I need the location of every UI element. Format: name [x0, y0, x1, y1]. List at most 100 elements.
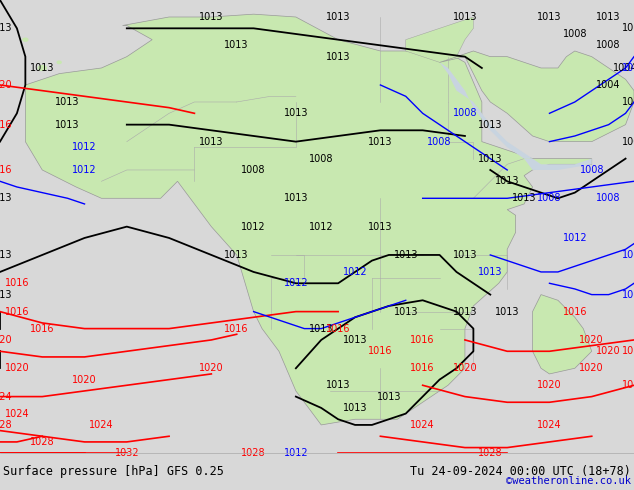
Text: 1013: 1013: [0, 250, 12, 260]
Text: 1008: 1008: [597, 193, 621, 203]
Text: Tu 24-09-2024 00:00 UTC (18+78): Tu 24-09-2024 00:00 UTC (18+78): [410, 465, 631, 478]
Text: 1013: 1013: [0, 24, 12, 33]
Text: 1013: 1013: [495, 307, 519, 317]
Text: 1004: 1004: [597, 80, 621, 90]
Text: 1008: 1008: [242, 165, 266, 175]
Text: 1013: 1013: [453, 307, 477, 317]
Text: 1024: 1024: [537, 420, 562, 430]
Text: 1024: 1024: [4, 409, 29, 418]
Text: 1020: 1020: [4, 363, 29, 373]
Text: 1016: 1016: [30, 323, 55, 334]
Text: 1008: 1008: [597, 40, 621, 50]
Text: 1020: 1020: [579, 335, 604, 345]
Text: 1016: 1016: [410, 363, 435, 373]
Polygon shape: [533, 294, 592, 374]
Text: 1013: 1013: [622, 24, 634, 33]
Text: 1013: 1013: [453, 12, 477, 22]
Text: 1013: 1013: [394, 307, 418, 317]
Text: 1013: 1013: [0, 290, 12, 299]
Text: 1004: 1004: [613, 63, 634, 73]
Text: 1016: 1016: [368, 346, 392, 356]
Text: 1020: 1020: [199, 363, 224, 373]
Polygon shape: [524, 159, 592, 170]
Text: 1013: 1013: [283, 108, 308, 118]
Text: 1020: 1020: [0, 80, 12, 90]
Text: 1012: 1012: [309, 221, 333, 232]
Text: 1028: 1028: [0, 420, 12, 430]
Text: 1020: 1020: [537, 380, 562, 390]
Text: 1013: 1013: [55, 120, 80, 130]
Text: 1013: 1013: [199, 12, 224, 22]
Text: 1008: 1008: [537, 193, 562, 203]
Text: 1013: 1013: [224, 40, 249, 50]
Text: 1008: 1008: [309, 154, 333, 164]
Text: 1013: 1013: [343, 335, 367, 345]
Text: 1016: 1016: [4, 278, 29, 288]
Text: 1013: 1013: [343, 403, 367, 413]
Ellipse shape: [23, 38, 28, 41]
Text: 1020: 1020: [597, 346, 621, 356]
Text: 1008: 1008: [622, 137, 634, 147]
Polygon shape: [439, 62, 533, 159]
Text: 1024: 1024: [410, 420, 435, 430]
Text: 1013: 1013: [309, 323, 333, 334]
Text: 1013: 1013: [478, 267, 503, 277]
Text: 1016: 1016: [0, 120, 12, 130]
Text: 1013: 1013: [55, 97, 80, 107]
Text: 1013: 1013: [0, 193, 12, 203]
Text: 1013: 1013: [326, 12, 351, 22]
Text: 1013: 1013: [326, 380, 351, 390]
Text: 1016: 1016: [224, 323, 249, 334]
Ellipse shape: [38, 66, 46, 71]
Text: 1012: 1012: [242, 221, 266, 232]
Text: 1013: 1013: [478, 154, 503, 164]
Text: 1013: 1013: [453, 250, 477, 260]
Text: 1012: 1012: [72, 142, 97, 152]
Text: Surface pressure [hPa] GFS 0.25: Surface pressure [hPa] GFS 0.25: [3, 465, 224, 478]
Text: 1024: 1024: [0, 392, 12, 402]
Text: 1020: 1020: [72, 374, 97, 385]
Text: 1016: 1016: [410, 335, 435, 345]
Text: 1012: 1012: [562, 233, 587, 243]
Text: 1013: 1013: [495, 176, 519, 186]
Text: 1032: 1032: [115, 448, 139, 458]
Text: 1012: 1012: [283, 278, 308, 288]
Text: 1020: 1020: [579, 363, 604, 373]
Polygon shape: [25, 14, 592, 425]
Text: 1008: 1008: [579, 165, 604, 175]
Polygon shape: [439, 51, 634, 142]
Text: 1013: 1013: [368, 137, 392, 147]
Text: 1013: 1013: [394, 250, 418, 260]
Text: 1013: 1013: [326, 51, 351, 62]
Text: 1028: 1028: [478, 448, 503, 458]
Text: 1008: 1008: [622, 63, 634, 73]
Text: 1013: 1013: [224, 250, 249, 260]
Text: 1013: 1013: [537, 12, 562, 22]
Text: 1016: 1016: [562, 307, 587, 317]
Text: 1012: 1012: [72, 165, 97, 175]
Text: 1020: 1020: [622, 380, 634, 390]
Ellipse shape: [57, 61, 61, 64]
Text: 1020: 1020: [0, 335, 12, 345]
Text: 1012: 1012: [343, 267, 367, 277]
Text: 1013: 1013: [368, 221, 392, 232]
Text: 1008: 1008: [622, 97, 634, 107]
Text: 1012: 1012: [622, 290, 634, 299]
Text: 1013: 1013: [377, 392, 401, 402]
Text: 1020: 1020: [453, 363, 477, 373]
Text: 1012: 1012: [622, 250, 634, 260]
Text: 1013: 1013: [199, 137, 224, 147]
Text: 1012: 1012: [283, 448, 308, 458]
Text: 1008: 1008: [562, 29, 587, 39]
Text: 1016: 1016: [326, 323, 351, 334]
Polygon shape: [406, 17, 474, 62]
Text: 1028: 1028: [242, 448, 266, 458]
Text: 1013: 1013: [512, 193, 536, 203]
Text: 1024: 1024: [89, 420, 113, 430]
Text: 1013: 1013: [597, 12, 621, 22]
Text: 1028: 1028: [30, 437, 55, 447]
Text: 1016: 1016: [0, 165, 12, 175]
Text: 1013: 1013: [478, 120, 503, 130]
Text: 1013: 1013: [283, 193, 308, 203]
Text: 1016: 1016: [4, 307, 29, 317]
